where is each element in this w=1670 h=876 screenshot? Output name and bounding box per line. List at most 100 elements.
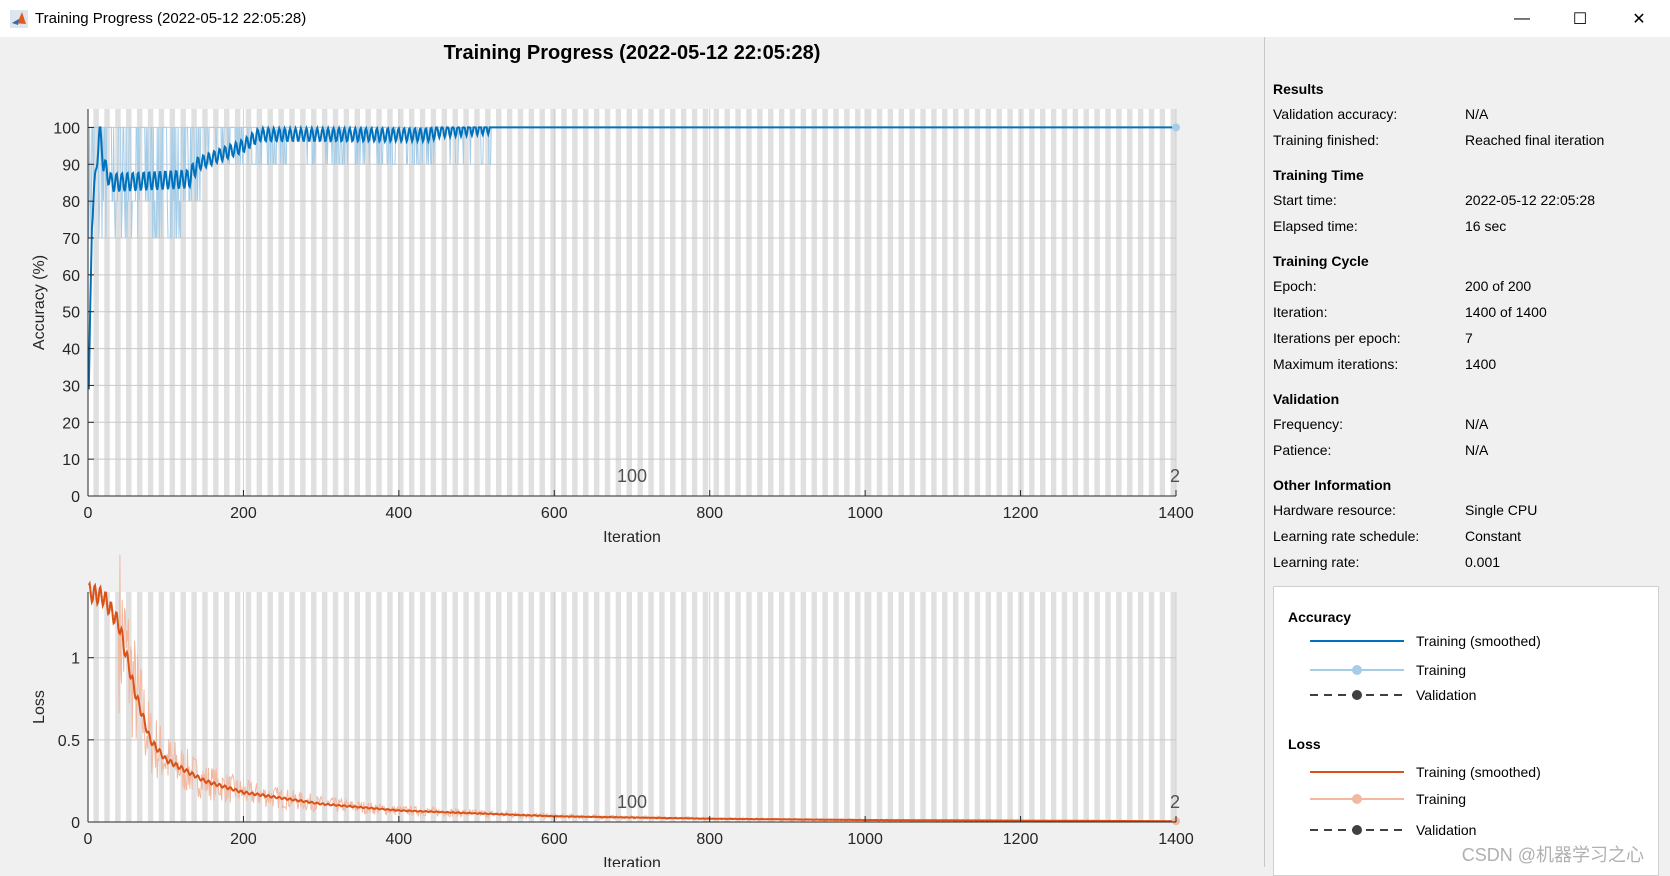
epoch-band	[680, 109, 687, 496]
epoch-band	[354, 109, 360, 496]
epoch-band	[485, 109, 491, 496]
epoch-band	[659, 109, 665, 496]
epoch-band	[702, 109, 709, 496]
epoch-band	[202, 592, 208, 822]
epoch-band	[311, 109, 317, 496]
epoch-band	[430, 109, 437, 496]
info-value: Single CPU	[1465, 502, 1538, 518]
epoch-band	[931, 592, 937, 822]
epoch-band	[561, 592, 567, 822]
epoch-band	[637, 592, 643, 822]
epoch-band	[952, 592, 959, 822]
epoch-band	[735, 592, 741, 822]
epoch-band	[1072, 592, 1079, 822]
epoch-band	[1148, 109, 1155, 496]
epoch-band	[267, 109, 273, 496]
epoch-band	[887, 109, 894, 496]
epoch-band	[408, 109, 415, 496]
info-label: Elapsed time:	[1273, 218, 1358, 234]
info-row: Training finished: Reached final iteratio…	[1273, 127, 1663, 153]
y-tick-label: 60	[62, 268, 80, 285]
epoch-band	[811, 592, 817, 822]
training-plots: Training Progress (2022-05-12 22:05:28) …	[31, 42, 1194, 867]
epoch-band	[136, 109, 143, 496]
epoch-band	[1159, 592, 1166, 822]
info-row: Hardware resource: Single CPU	[1273, 497, 1663, 523]
maximize-icon: ☐	[1572, 10, 1588, 28]
window-title: Training Progress (2022-05-12 22:05:28)	[35, 10, 307, 27]
training-info[interactable]: Results Validation accuracy: N/A Training f…	[1273, 67, 1663, 575]
epoch-band	[855, 592, 861, 822]
x-tick-label: 1000	[847, 831, 883, 848]
epoch-band	[234, 109, 241, 496]
loss-plot: 0 200 400 600 800 1000 1200 1400 0 0.5 1 Iteration L…	[31, 554, 1194, 867]
epoch-band	[1040, 109, 1046, 496]
y-tick-label: 1	[71, 651, 80, 668]
epoch-band	[365, 109, 371, 496]
info-value: N/A	[1465, 416, 1489, 432]
x-tick-label: 1400	[1158, 831, 1194, 848]
y-tick-label: 80	[62, 194, 80, 211]
epoch-band	[757, 592, 763, 822]
epoch-band	[289, 109, 295, 496]
epoch-band	[180, 109, 186, 496]
info-row: Frequency: N/A	[1273, 411, 1663, 437]
epoch-band	[115, 109, 121, 496]
info-label: Iteration:	[1273, 304, 1328, 320]
epoch-band	[387, 592, 393, 822]
y-tick-label: 10	[62, 452, 80, 469]
epoch-band	[985, 592, 992, 822]
y-axis-label: Loss	[31, 690, 48, 724]
x-tick-label: 1200	[1003, 831, 1039, 848]
epoch-band	[604, 592, 611, 822]
y-tick-label: 20	[62, 415, 80, 432]
close-button[interactable]: ✕	[1610, 0, 1668, 37]
line-marker-icon	[1310, 794, 1404, 804]
epoch-band	[506, 592, 513, 822]
figure-title: Training Progress (2022-05-12 22:05:28)	[444, 42, 821, 64]
info-row: Patience: N/A	[1273, 437, 1663, 463]
epoch-band	[104, 109, 110, 496]
epoch-band	[822, 592, 828, 822]
epoch-band	[224, 592, 230, 822]
info-row: Validation accuracy: N/A	[1273, 101, 1663, 127]
line-icon	[1310, 771, 1404, 773]
epoch-band	[1159, 109, 1166, 496]
epoch-band	[898, 109, 904, 496]
epoch-band	[1072, 109, 1079, 496]
epoch-band	[724, 109, 730, 496]
x-tick-label: 400	[386, 831, 413, 848]
epoch-band	[506, 109, 513, 496]
epoch-band	[844, 109, 850, 496]
info-label: Training finished:	[1273, 132, 1380, 148]
epoch-band	[593, 592, 600, 822]
epoch-band	[865, 592, 872, 822]
legend-loss-title: Loss	[1288, 736, 1321, 752]
epoch-band	[115, 592, 121, 822]
epoch-band	[920, 592, 926, 822]
epoch-band	[1170, 592, 1176, 822]
y-tick-label: 40	[62, 342, 80, 359]
epoch-band	[898, 592, 904, 822]
epoch-band	[789, 592, 796, 822]
info-value: 1400 of 1400	[1465, 304, 1547, 320]
y-axis-label: Accuracy (%)	[31, 255, 48, 350]
line-marker-icon	[1310, 665, 1404, 675]
epoch-band	[332, 592, 339, 822]
info-section-title: Validation	[1273, 391, 1340, 407]
epoch-band	[539, 109, 545, 496]
epoch-band	[311, 592, 317, 822]
x-tick-label: 200	[230, 505, 257, 522]
epoch-band	[702, 592, 709, 822]
epoch-band	[496, 592, 502, 822]
info-label: Epoch:	[1273, 278, 1317, 294]
epoch-band	[800, 109, 807, 496]
epoch-band	[398, 592, 404, 822]
maximize-button[interactable]: ☐	[1551, 0, 1609, 37]
minimize-button[interactable]: —	[1493, 0, 1551, 37]
epoch-band	[691, 109, 698, 496]
epoch-band	[147, 109, 154, 496]
legend-loss-smoothed: Training (smoothed)	[1310, 762, 1650, 782]
epoch-band	[147, 592, 154, 822]
epoch-band	[224, 109, 230, 496]
